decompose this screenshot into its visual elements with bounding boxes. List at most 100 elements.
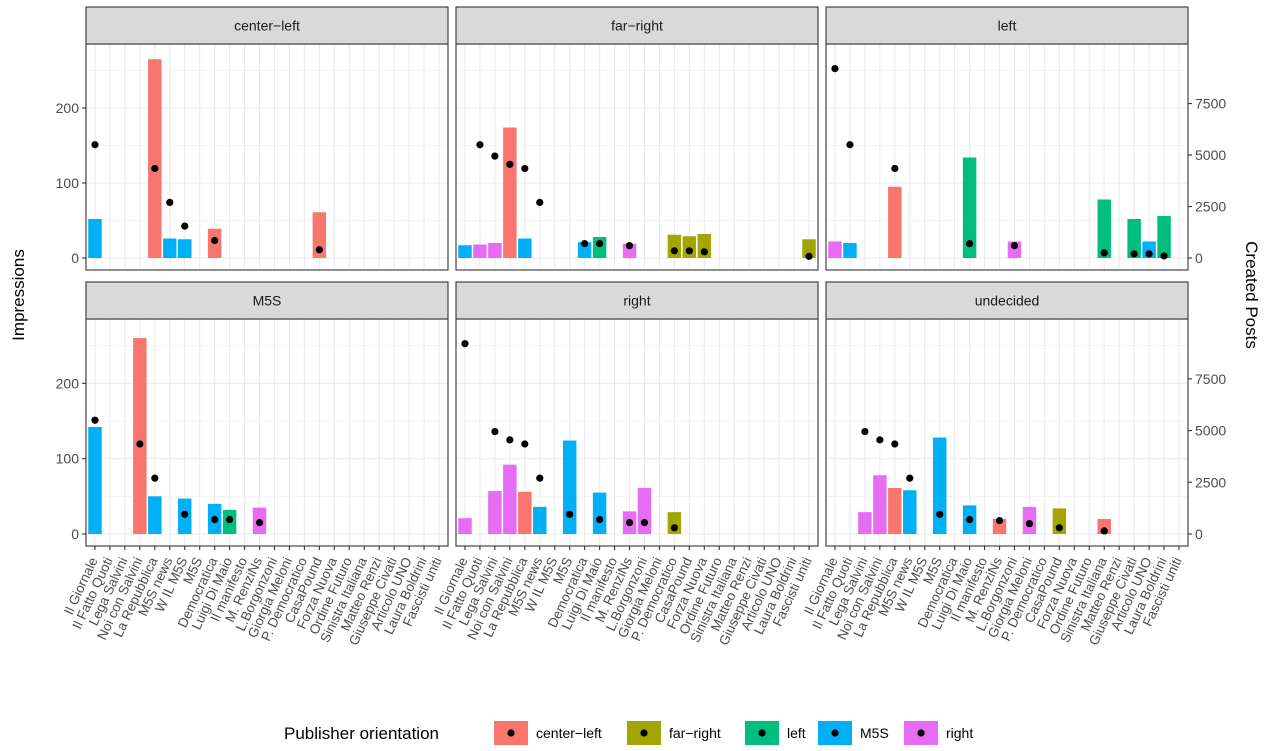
facet-title: M5S	[253, 293, 282, 309]
y2-tick-label: 5000	[1195, 147, 1226, 163]
bar	[962, 157, 977, 258]
point	[700, 248, 708, 256]
bar	[1097, 199, 1111, 258]
bar	[622, 243, 637, 258]
bar	[888, 186, 902, 258]
bar	[148, 496, 162, 534]
bar	[518, 491, 532, 534]
bar	[473, 244, 487, 258]
bar	[488, 491, 502, 534]
point	[625, 519, 634, 527]
point	[506, 436, 514, 444]
bar	[932, 437, 947, 534]
point	[906, 474, 914, 482]
legend-point	[917, 729, 925, 737]
bar	[133, 338, 147, 534]
point	[995, 516, 1004, 525]
bar	[518, 238, 532, 258]
bar	[637, 488, 652, 534]
point	[461, 340, 469, 348]
point	[1160, 252, 1168, 260]
point	[670, 524, 678, 532]
bar	[562, 440, 577, 534]
panel-background	[86, 44, 448, 270]
bar	[458, 245, 472, 258]
point	[491, 152, 499, 160]
legend-title: Publisher orientation	[284, 724, 439, 743]
point	[596, 515, 604, 524]
point	[166, 198, 174, 207]
point	[1100, 527, 1108, 535]
point	[506, 160, 514, 168]
bar	[802, 239, 816, 258]
bar	[458, 518, 472, 534]
bar	[828, 241, 842, 258]
point	[861, 428, 869, 436]
facet-title: right	[623, 293, 650, 309]
bar	[503, 127, 517, 258]
facet-strip	[85, 281, 449, 320]
point	[640, 519, 649, 527]
bar	[1157, 216, 1171, 258]
y2-axis-title: Created Posts	[1242, 241, 1261, 349]
bar	[667, 234, 682, 258]
y-axis-title: Impressions	[9, 249, 28, 341]
bar	[533, 506, 547, 534]
bar	[503, 464, 517, 534]
point	[1130, 250, 1138, 258]
facet-strip	[825, 281, 1189, 320]
point	[536, 198, 544, 207]
point	[566, 510, 574, 518]
y2-tick-label: 7500	[1195, 96, 1226, 112]
point	[1100, 249, 1108, 257]
bar	[592, 492, 607, 534]
y-tick-label: 200	[56, 100, 80, 116]
point	[1145, 250, 1153, 258]
bar	[148, 59, 162, 258]
point	[521, 440, 529, 448]
point	[255, 519, 264, 527]
point	[891, 440, 899, 448]
point	[211, 236, 219, 245]
legend-point	[831, 729, 839, 737]
legend-label: far−right	[669, 725, 721, 741]
bar	[312, 212, 327, 258]
bar	[1127, 219, 1141, 258]
point	[966, 515, 974, 524]
point	[211, 515, 219, 524]
point	[805, 252, 813, 260]
facet-strip	[455, 281, 819, 320]
bar	[88, 219, 102, 258]
facet-title: center−left	[234, 18, 300, 34]
facet-strip	[825, 6, 1189, 45]
y-tick-label: 0	[71, 526, 79, 542]
y2-tick-label: 7500	[1195, 371, 1226, 387]
bar	[858, 512, 872, 534]
point	[181, 510, 189, 518]
y-tick-label: 0	[71, 250, 79, 266]
facet-strip	[85, 6, 449, 45]
point	[966, 239, 974, 248]
point	[536, 474, 544, 482]
y-tick-label: 100	[56, 175, 80, 191]
bar	[163, 238, 177, 258]
bar	[577, 242, 592, 258]
facet-title: far−right	[611, 18, 663, 34]
legend-point	[507, 729, 515, 737]
point	[181, 222, 189, 230]
point	[670, 247, 678, 255]
y-tick-label: 200	[56, 375, 80, 391]
point	[151, 474, 159, 482]
bar	[682, 236, 697, 258]
bar	[903, 490, 917, 534]
point	[891, 164, 899, 173]
point	[491, 428, 499, 436]
legend-point	[640, 729, 648, 737]
point	[315, 246, 323, 254]
bar	[177, 239, 192, 258]
point	[596, 239, 604, 248]
facet-title: left	[998, 18, 1017, 34]
legend-point	[758, 729, 766, 737]
